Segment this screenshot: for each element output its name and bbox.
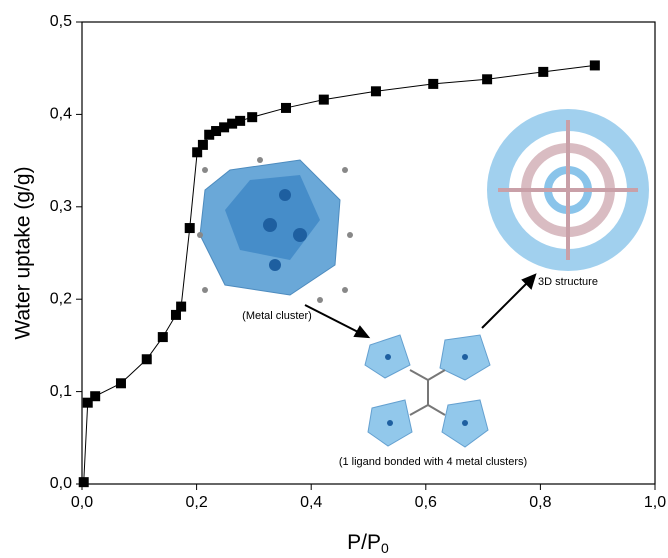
data-point <box>428 79 438 89</box>
data-point <box>371 86 381 96</box>
data-point <box>198 140 208 150</box>
data-point <box>235 116 245 126</box>
data-point <box>176 302 186 312</box>
x-tick-label: 0,8 <box>529 494 551 511</box>
inset-metal-cluster <box>197 157 353 303</box>
x-axis-label: P/P0 <box>347 531 389 556</box>
y-tick-label: 0,2 <box>50 290 72 307</box>
arrows <box>305 275 535 337</box>
data-point <box>90 391 100 401</box>
x-tick-label: 0,4 <box>300 494 322 511</box>
data-point <box>185 223 195 233</box>
annotation: 3D structure <box>538 276 598 288</box>
annotation: (Metal cluster) <box>242 310 312 322</box>
x-tick-label: 0,6 <box>415 494 437 511</box>
x-tick-label: 0,0 <box>71 494 93 511</box>
y-tick-label: 0,1 <box>50 383 72 400</box>
y-tick-label: 0,0 <box>50 475 72 492</box>
annotation: (1 ligand bonded with 4 metal clusters) <box>339 456 527 468</box>
data-point <box>79 477 89 487</box>
data-point <box>319 95 329 105</box>
data-point <box>538 67 548 77</box>
data-point <box>158 332 168 342</box>
chart: (Metal cluster) (1 ligand bonded with 4 … <box>0 0 668 558</box>
data-point <box>116 378 126 388</box>
y-axis-label: Water uptake (g/g) <box>12 166 35 339</box>
x-axis-label-main: P/P <box>347 531 381 554</box>
data-point <box>281 103 291 113</box>
x-tick-label: 1,0 <box>644 494 666 511</box>
data-point <box>482 74 492 84</box>
y-tick-label: 0,5 <box>50 13 72 30</box>
data-point <box>590 60 600 70</box>
data-point <box>247 112 257 122</box>
y-tick-label: 0,4 <box>50 106 72 123</box>
y-tick-label: 0,3 <box>50 198 72 215</box>
inset-3d-structure <box>498 120 638 260</box>
inset-ligand <box>365 335 490 447</box>
data-point <box>142 354 152 364</box>
x-axis-label-subscript: 0 <box>381 540 389 556</box>
x-tick-label: 0,2 <box>185 494 207 511</box>
